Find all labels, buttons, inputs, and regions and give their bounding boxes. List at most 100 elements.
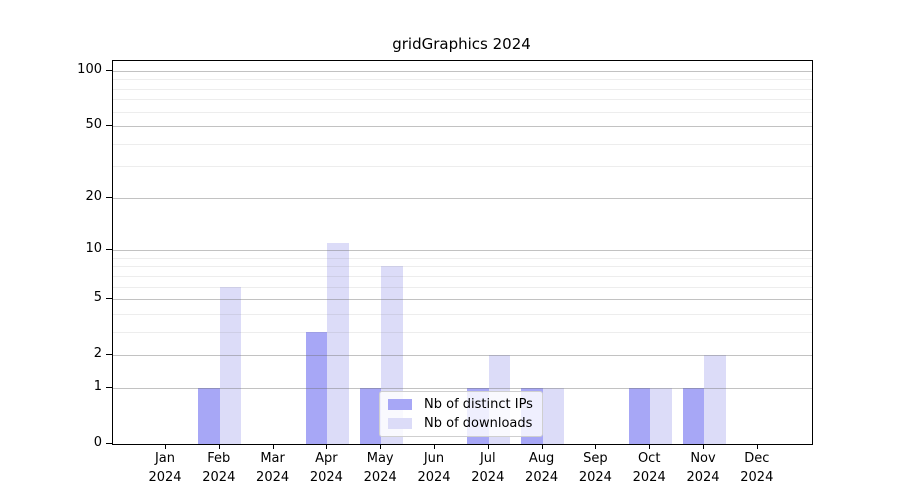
x-tick-month-aug: Aug	[528, 451, 555, 466]
gridline-major-y-10	[113, 250, 812, 252]
y-tick-label-50: 50	[85, 117, 102, 133]
gridline-major-y-20	[113, 197, 812, 199]
x-tick-month-may: May	[366, 451, 394, 466]
gridline-minor-y-40	[113, 143, 812, 145]
x-tick-month-jun: Jun	[423, 451, 445, 466]
y-tick-mark-50	[106, 125, 112, 127]
x-tick-mark-jul	[487, 444, 489, 449]
bar-distinct-ips-may	[359, 387, 382, 444]
bar-distinct-ips-nov	[682, 387, 704, 444]
x-tick-year-mar: 2024	[256, 470, 290, 485]
x-tick-year-jun: 2024	[417, 470, 451, 485]
legend-label-downloads: Nb of downloads	[424, 416, 533, 431]
gridline-minor-y-8	[113, 266, 812, 268]
legend-entry-distinct-ips: Nb of distinct IPs	[388, 397, 533, 412]
chart-title: gridGraphics 2024	[392, 35, 531, 53]
legend-swatch-distinct-ips	[388, 399, 412, 410]
gridline-major-y-2	[113, 355, 812, 357]
legend-entry-downloads: Nb of downloads	[388, 416, 533, 431]
x-tick-label-jul: Jul 2024	[458, 449, 518, 487]
x-tick-mark-sep	[595, 444, 597, 449]
bar-downloads-feb	[219, 286, 242, 444]
x-tick-label-jun: Jun 2024	[404, 449, 464, 487]
bar-distinct-ips-oct	[628, 387, 651, 444]
bar-downloads-oct	[650, 387, 672, 444]
x-tick-month-oct: Oct	[637, 451, 661, 466]
gridline-major-y-1	[113, 387, 812, 389]
x-tick-month-dec: Dec	[744, 451, 770, 466]
x-tick-label-apr: Apr 2024	[296, 449, 356, 487]
gridline-major-y-50	[113, 126, 812, 128]
x-tick-label-sep: Sep 2024	[565, 449, 625, 487]
gridline-major-y-5	[113, 299, 812, 301]
y-tick-label-100: 100	[77, 62, 102, 77]
x-tick-label-may: May 2024	[350, 449, 410, 487]
x-tick-mark-dec	[756, 444, 758, 449]
y-tick-label-10: 10	[85, 241, 102, 257]
x-tick-label-aug: Aug 2024	[512, 449, 572, 487]
x-tick-mark-nov	[703, 444, 704, 449]
gridline-minor-y-6	[113, 286, 812, 288]
x-tick-month-nov: Nov	[690, 451, 716, 466]
x-tick-month-mar: Mar	[260, 451, 285, 466]
gridline-minor-y-3	[113, 331, 812, 333]
x-tick-year-jul: 2024	[471, 470, 505, 485]
y-tick-label-5: 5	[93, 290, 102, 306]
x-tick-year-jan: 2024	[148, 470, 182, 485]
y-tick-mark-0	[106, 443, 112, 444]
bar-downloads-aug	[542, 387, 565, 444]
x-tick-label-jan: Jan 2024	[135, 449, 195, 487]
gridline-minor-y-9	[113, 257, 812, 259]
x-tick-label-dec: Dec 2024	[727, 449, 787, 487]
y-tick-mark-10	[106, 249, 112, 251]
x-tick-year-apr: 2024	[309, 470, 343, 485]
x-tick-year-may: 2024	[363, 470, 397, 485]
y-tick-label-1: 1	[93, 378, 102, 394]
x-tick-month-jul: Jul	[479, 451, 496, 466]
x-tick-mark-mar	[272, 444, 274, 449]
x-tick-mark-feb	[218, 444, 220, 449]
gridline-minor-y-60	[113, 111, 812, 113]
x-tick-mark-aug	[541, 444, 543, 449]
bar-downloads-nov	[704, 355, 726, 444]
gridline-minor-y-80	[113, 88, 812, 90]
x-tick-year-nov: 2024	[686, 470, 720, 485]
bar-distinct-ips-feb	[198, 387, 220, 444]
x-tick-label-mar: Mar 2024	[243, 449, 303, 487]
legend-swatch-downloads	[388, 418, 412, 429]
x-tick-label-nov: Nov 2024	[673, 449, 733, 487]
gridline-major-y-100	[113, 71, 812, 72]
gridline-minor-y-7	[113, 275, 812, 277]
x-tick-mark-apr	[326, 444, 328, 449]
y-tick-label-20: 20	[85, 188, 102, 204]
x-tick-year-sep: 2024	[578, 470, 612, 485]
x-tick-label-feb: Feb 2024	[189, 449, 249, 487]
gridline-minor-y-70	[113, 99, 812, 101]
x-tick-month-jan: Jan	[154, 451, 176, 466]
y-tick-label-0: 0	[93, 435, 102, 450]
x-tick-month-apr: Apr	[315, 451, 338, 466]
x-tick-month-feb: Feb	[207, 451, 231, 466]
legend-label-distinct-ips: Nb of distinct IPs	[424, 397, 533, 412]
x-tick-month-sep: Sep	[583, 451, 608, 466]
gridline-minor-y-90	[113, 79, 812, 81]
gridline-minor-y-4	[113, 313, 812, 315]
y-tick-mark-2	[106, 354, 112, 356]
y-tick-mark-5	[106, 298, 112, 300]
bar-downloads-apr	[327, 243, 349, 444]
y-tick-mark-1	[106, 386, 112, 388]
y-tick-mark-100	[106, 70, 112, 71]
gridline-minor-y-30	[113, 166, 812, 168]
x-tick-year-feb: 2024	[202, 470, 236, 485]
x-tick-label-oct: Oct 2024	[619, 449, 679, 487]
x-tick-year-oct: 2024	[632, 470, 666, 485]
x-tick-year-dec: 2024	[740, 470, 774, 485]
bar-distinct-ips-apr	[305, 331, 328, 444]
x-tick-mark-may	[380, 444, 382, 449]
legend: Nb of distinct IPs Nb of downloads	[379, 391, 543, 437]
x-tick-mark-jun	[434, 444, 435, 449]
y-tick-label-2: 2	[93, 346, 102, 362]
y-tick-mark-20	[106, 196, 112, 198]
x-tick-mark-oct	[649, 444, 651, 449]
